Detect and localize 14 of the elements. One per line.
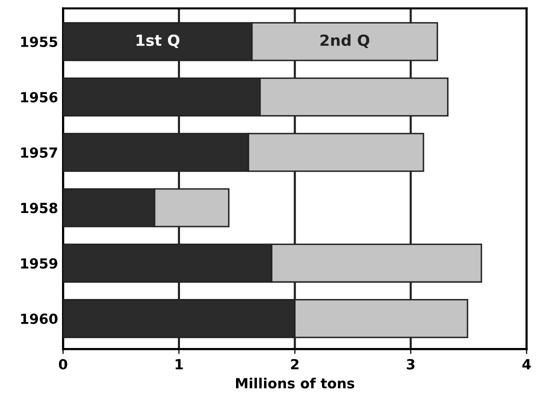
series-label: 2nd Q	[320, 34, 370, 48]
y-tick-label: 1957	[21, 147, 58, 158]
y-tick-label: 1958	[21, 202, 58, 214]
y-tick-label: 1955	[21, 36, 58, 48]
x-tick-label: 1	[176, 359, 183, 370]
x-tick-label: 3	[406, 358, 414, 370]
y-tick-label: 1960	[21, 314, 58, 324]
x-tick-label: 4	[522, 359, 531, 370]
series-label: 1st Q	[136, 34, 180, 48]
y-tick-label: 1956	[21, 92, 58, 102]
x-tick-label: 0	[58, 358, 68, 370]
x-axis-title: Millions of tons	[236, 378, 354, 388]
y-tick-label: 1959	[21, 258, 58, 269]
x-tick-label: 2	[291, 358, 298, 370]
